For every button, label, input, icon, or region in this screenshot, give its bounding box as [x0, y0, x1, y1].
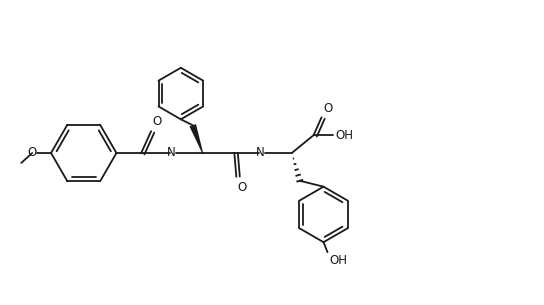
Text: O: O: [237, 181, 246, 194]
Text: N: N: [166, 146, 175, 160]
Text: O: O: [27, 146, 36, 160]
Polygon shape: [189, 124, 203, 153]
Text: O: O: [324, 102, 333, 115]
Text: OH: OH: [336, 129, 354, 142]
Text: OH: OH: [330, 254, 348, 267]
Text: O: O: [152, 115, 162, 128]
Text: N: N: [256, 146, 264, 160]
